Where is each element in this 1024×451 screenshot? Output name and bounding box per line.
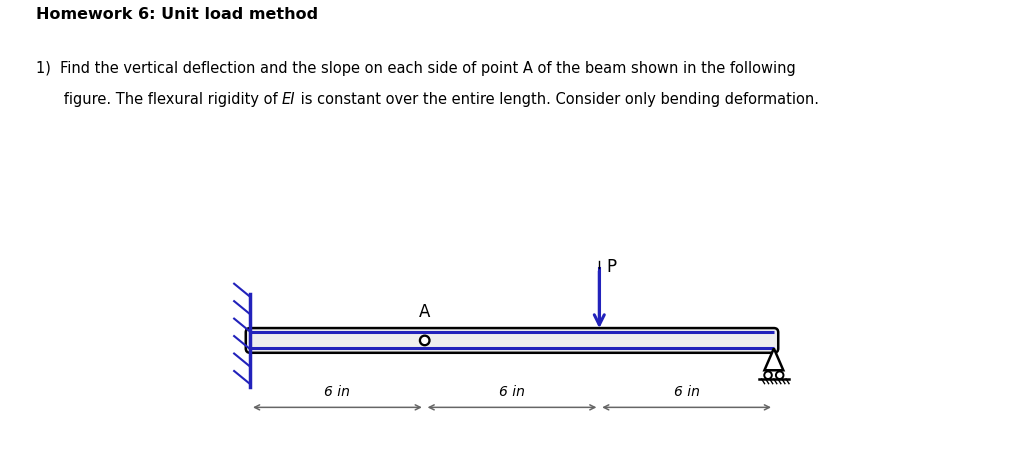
Text: 6 in: 6 in bbox=[499, 385, 525, 399]
Text: figure. The flexural rigidity of: figure. The flexural rigidity of bbox=[36, 92, 282, 107]
FancyBboxPatch shape bbox=[246, 328, 778, 353]
Text: is constant over the entire length. Consider only bending deformation.: is constant over the entire length. Cons… bbox=[296, 92, 819, 107]
Text: 6 in: 6 in bbox=[674, 385, 699, 399]
Circle shape bbox=[764, 372, 772, 379]
Polygon shape bbox=[764, 349, 783, 370]
Circle shape bbox=[422, 337, 428, 343]
Text: P: P bbox=[606, 258, 616, 276]
Circle shape bbox=[420, 335, 430, 345]
Circle shape bbox=[776, 372, 783, 379]
Text: A: A bbox=[419, 304, 430, 322]
Text: EI: EI bbox=[282, 92, 296, 107]
Text: 1)  Find the vertical deflection and the slope on each side of point A of the be: 1) Find the vertical deflection and the … bbox=[36, 61, 796, 76]
Text: Homework 6: Unit load method: Homework 6: Unit load method bbox=[36, 7, 318, 22]
Text: 6 in: 6 in bbox=[325, 385, 350, 399]
